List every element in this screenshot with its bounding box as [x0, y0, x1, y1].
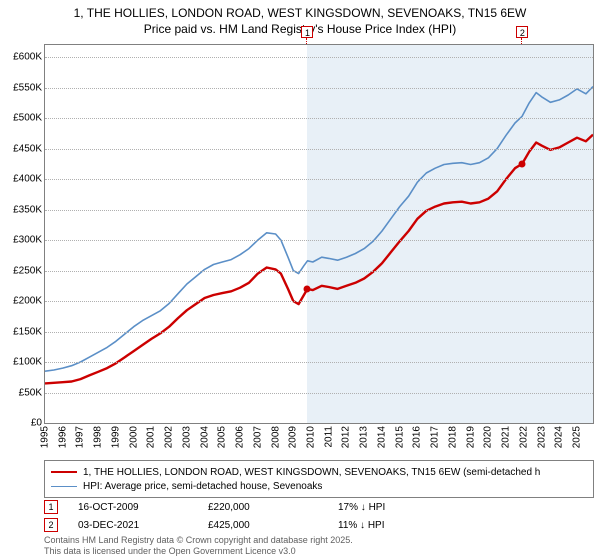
chart-title: 1, THE HOLLIES, LONDON ROAD, WEST KINGSD… — [0, 0, 600, 37]
legend-label: 1, THE HOLLIES, LONDON ROAD, WEST KINGSD… — [83, 467, 540, 478]
x-tick-label: 2014 — [376, 426, 387, 448]
x-tick-label: 2017 — [430, 426, 441, 448]
x-tick-label: 1996 — [57, 426, 68, 448]
x-tick-label: 2011 — [323, 426, 334, 448]
table-row: 1 16-OCT-2009 £220,000 17% ↓ HPI — [44, 498, 594, 516]
gridline — [45, 179, 593, 180]
x-tick-label: 2016 — [412, 426, 423, 448]
legend-label: HPI: Average price, semi-detached house,… — [83, 481, 322, 492]
gridline — [45, 332, 593, 333]
x-tick-label: 2002 — [164, 426, 175, 448]
y-tick-label: £0 — [2, 418, 42, 429]
gridline — [45, 362, 593, 363]
gridline — [45, 88, 593, 89]
x-tick-label: 2012 — [341, 426, 352, 448]
y-tick-label: £350K — [2, 204, 42, 215]
x-tick-label: 2015 — [394, 426, 405, 448]
gridline — [45, 210, 593, 211]
sale-delta: 17% ↓ HPI — [338, 502, 468, 513]
x-tick-label: 2003 — [181, 426, 192, 448]
sales-table: 1 16-OCT-2009 £220,000 17% ↓ HPI 2 03-DE… — [44, 498, 594, 534]
x-tick-label: 2004 — [199, 426, 210, 448]
row-marker: 2 — [44, 518, 58, 532]
x-tick-label: 2000 — [128, 426, 139, 448]
plot-area — [44, 44, 594, 424]
x-tick-label: 1999 — [110, 426, 121, 448]
sale-dot — [304, 285, 311, 292]
callout-marker: 2 — [516, 26, 528, 38]
x-tick-label: 2023 — [536, 426, 547, 448]
legend-swatch — [51, 471, 77, 473]
x-tick-label: 2021 — [501, 426, 512, 448]
callout-line — [521, 38, 522, 44]
footer-line-2: This data is licensed under the Open Gov… — [44, 546, 353, 557]
x-tick-label: 2008 — [270, 426, 281, 448]
y-tick-label: £600K — [2, 52, 42, 63]
y-tick-label: £200K — [2, 296, 42, 307]
x-tick-label: 1998 — [93, 426, 104, 448]
legend: 1, THE HOLLIES, LONDON ROAD, WEST KINGSD… — [44, 460, 594, 498]
sale-date: 03-DEC-2021 — [78, 520, 208, 531]
y-tick-label: £400K — [2, 174, 42, 185]
callout-marker: 1 — [301, 26, 313, 38]
gridline — [45, 118, 593, 119]
gridline — [45, 240, 593, 241]
y-tick-label: £500K — [2, 113, 42, 124]
sale-price: £425,000 — [208, 520, 338, 531]
y-tick-label: £150K — [2, 326, 42, 337]
sale-price: £220,000 — [208, 502, 338, 513]
x-tick-label: 2025 — [572, 426, 583, 448]
y-tick-label: £450K — [2, 143, 42, 154]
callout-line — [306, 38, 307, 44]
sale-date: 16-OCT-2009 — [78, 502, 208, 513]
legend-item: 1, THE HOLLIES, LONDON ROAD, WEST KINGSD… — [51, 465, 587, 479]
x-tick-label: 2013 — [359, 426, 370, 448]
title-line-2: Price paid vs. HM Land Registry's House … — [0, 22, 600, 38]
sale-delta: 11% ↓ HPI — [338, 520, 468, 531]
gridline — [45, 301, 593, 302]
row-marker: 1 — [44, 500, 58, 514]
gridline — [45, 271, 593, 272]
table-row: 2 03-DEC-2021 £425,000 11% ↓ HPI — [44, 516, 594, 534]
x-tick-label: 2007 — [252, 426, 263, 448]
y-tick-label: £550K — [2, 82, 42, 93]
legend-item: HPI: Average price, semi-detached house,… — [51, 479, 587, 493]
x-tick-label: 2022 — [518, 426, 529, 448]
series-hpi — [45, 87, 593, 372]
footer-line-1: Contains HM Land Registry data © Crown c… — [44, 535, 353, 546]
y-tick-label: £50K — [2, 387, 42, 398]
y-tick-label: £250K — [2, 265, 42, 276]
footer: Contains HM Land Registry data © Crown c… — [44, 535, 353, 557]
x-tick-label: 2010 — [306, 426, 317, 448]
x-tick-label: 1997 — [75, 426, 86, 448]
gridline — [45, 57, 593, 58]
chart-container: 1, THE HOLLIES, LONDON ROAD, WEST KINGSD… — [0, 0, 600, 560]
gridline — [45, 149, 593, 150]
x-tick-label: 2006 — [235, 426, 246, 448]
x-tick-label: 2001 — [146, 426, 157, 448]
sale-dot — [519, 160, 526, 167]
legend-swatch — [51, 486, 77, 487]
x-tick-label: 2019 — [465, 426, 476, 448]
x-tick-label: 2020 — [483, 426, 494, 448]
y-tick-label: £300K — [2, 235, 42, 246]
x-tick-label: 2005 — [217, 426, 228, 448]
x-tick-label: 2024 — [554, 426, 565, 448]
chart-lines — [45, 45, 593, 423]
x-tick-label: 2018 — [447, 426, 458, 448]
gridline — [45, 393, 593, 394]
x-tick-label: 2009 — [288, 426, 299, 448]
title-line-1: 1, THE HOLLIES, LONDON ROAD, WEST KINGSD… — [0, 6, 600, 22]
x-tick-label: 1995 — [40, 426, 51, 448]
y-tick-label: £100K — [2, 357, 42, 368]
